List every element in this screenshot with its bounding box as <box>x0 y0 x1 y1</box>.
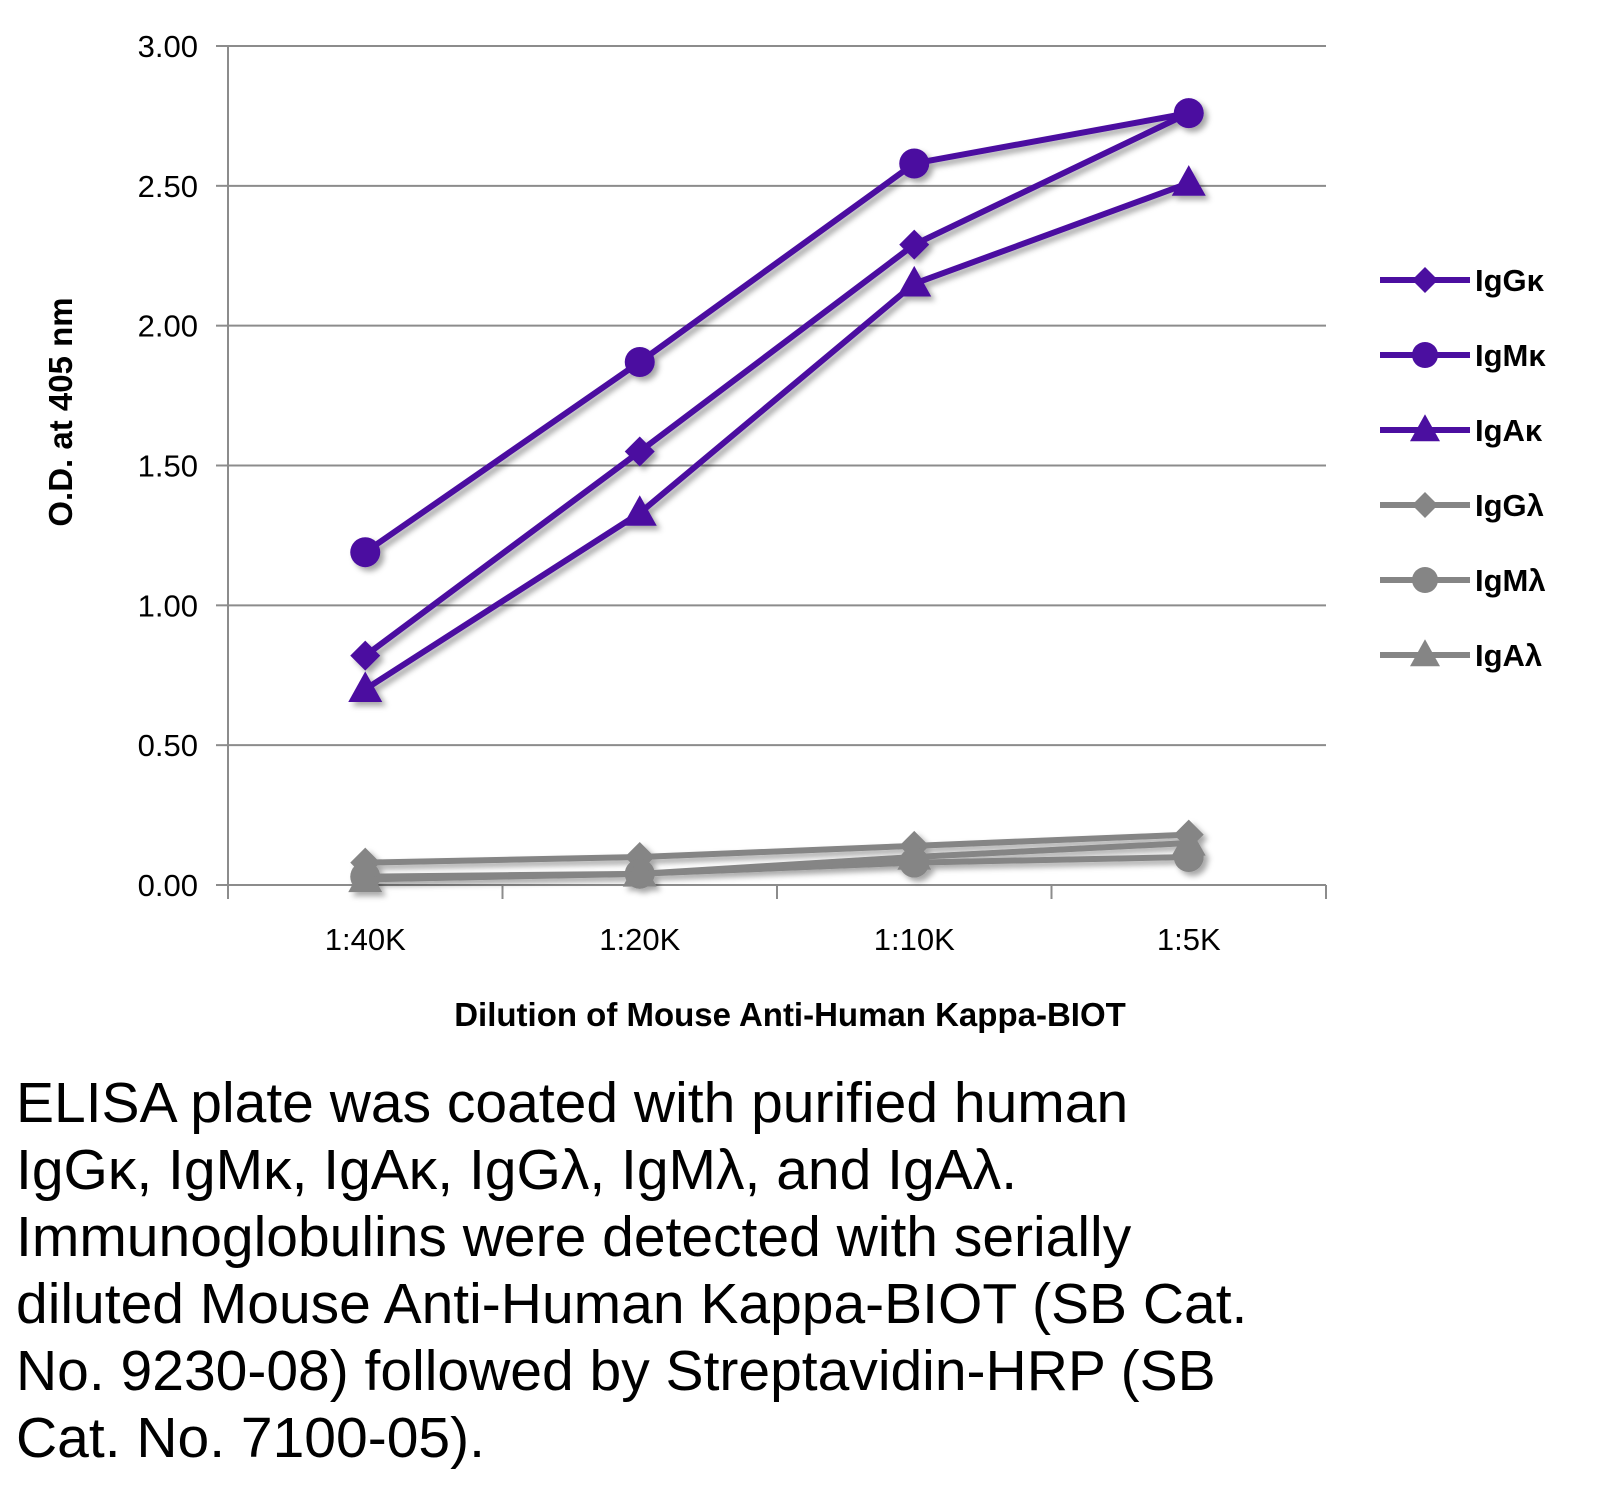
series-IgMκ <box>350 98 1204 568</box>
series-IgAκ <box>348 165 1206 702</box>
legend-marker <box>1410 639 1440 667</box>
y-tick-label: 3.00 <box>138 29 198 64</box>
data-point <box>899 229 930 260</box>
legend-item: IgGλ <box>1380 488 1544 523</box>
y-axis-title: O.D. at 405 nm <box>42 297 79 526</box>
series-line <box>363 110 1190 555</box>
x-tick-label: 1:5K <box>1157 922 1221 957</box>
series-IgGκ <box>350 98 1204 671</box>
y-tick-label: 2.00 <box>138 309 198 344</box>
data-point <box>897 839 932 870</box>
series-line <box>365 840 1189 883</box>
y-tick-labels: 0.00 0.50 1.00 1.50 2.00 2.50 3.00 <box>138 29 198 903</box>
x-tick-label: 1:40K <box>325 922 406 957</box>
series <box>348 98 1206 893</box>
y-tick-label: 1.00 <box>138 588 198 623</box>
x-tick-label: 1:10K <box>874 922 955 957</box>
data-point <box>897 265 932 297</box>
data-point <box>1173 98 1204 129</box>
legend-label: IgGκ <box>1475 263 1545 298</box>
legend-marker <box>1412 342 1438 368</box>
legend-item: IgMκ <box>1380 338 1546 373</box>
data-point <box>899 148 930 179</box>
x-axis-title: Dilution of Mouse Anti-Human Kappa-BIOT <box>454 996 1126 1033</box>
x-tick-labels: 1:40K 1:20K 1:10K 1:5K <box>325 922 1221 957</box>
legend-label: IgGλ <box>1475 488 1544 523</box>
data-point <box>1171 165 1206 196</box>
legend-label: IgAκ <box>1475 413 1543 448</box>
x-tick-label: 1:20K <box>599 922 680 957</box>
legend-marker <box>1412 492 1438 518</box>
data-point <box>350 640 381 671</box>
legend-label: IgMκ <box>1475 338 1546 373</box>
axes <box>216 45 1327 899</box>
y-tick-label: 0.50 <box>138 728 198 763</box>
data-point <box>624 436 655 467</box>
legend-label: IgAλ <box>1475 638 1542 673</box>
data-point <box>348 671 383 702</box>
data-point <box>622 855 657 887</box>
figure-caption: ELISA plate was coated with purified hum… <box>16 1071 1248 1470</box>
legend-marker <box>1410 414 1440 442</box>
series-line <box>363 110 1191 659</box>
y-tick-label: 0.00 <box>138 868 198 903</box>
legend-marker <box>1412 567 1438 593</box>
legend-item: IgAλ <box>1380 638 1542 673</box>
legend: IgGκ IgMκ IgAκ IgGλ IgMλ IgAλ <box>1380 263 1546 673</box>
series-line <box>363 180 1190 692</box>
gridlines <box>228 45 1326 747</box>
legend-item: IgGκ <box>1380 263 1545 298</box>
series-IgAλ <box>348 825 1206 893</box>
series-line <box>365 831 1189 866</box>
data-point <box>624 347 655 378</box>
data-point <box>350 537 381 568</box>
legend-marker <box>1412 267 1438 293</box>
y-tick-label: 2.50 <box>138 169 198 204</box>
legend-item: IgAκ <box>1380 413 1543 448</box>
data-point <box>622 495 657 526</box>
legend-item: IgMλ <box>1380 563 1546 598</box>
line-chart-svg: 0.000.501.001.502.002.503.00 1:40K 1:20K 1… <box>42 29 1546 1033</box>
data-point <box>1171 825 1206 856</box>
legend-label: IgMλ <box>1475 563 1546 598</box>
y-tick-label: 1.50 <box>138 449 198 484</box>
data-point <box>348 861 383 893</box>
chart: 0.00 0.50 1.00 1.50 2.00 2.50 3.00 1:40K 1:20K 1… <box>42 29 1546 1033</box>
